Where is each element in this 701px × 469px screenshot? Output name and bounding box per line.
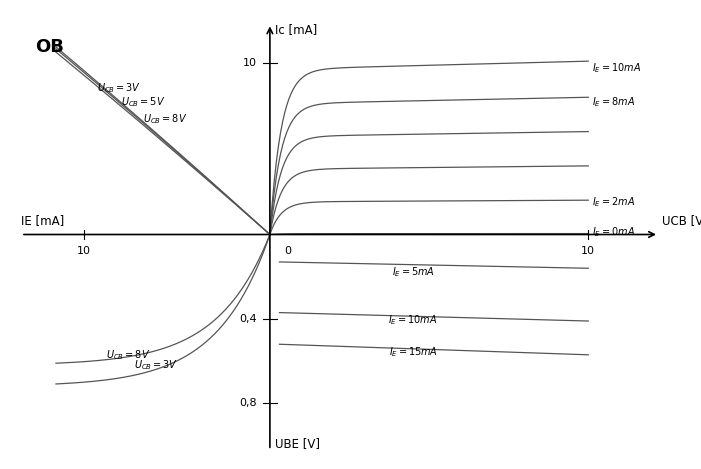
Text: UCB [V]: UCB [V] [662,214,701,227]
Text: 10: 10 [243,58,257,68]
Text: $U_{CB} = 8V$: $U_{CB} = 8V$ [143,113,187,126]
Text: 0,4: 0,4 [240,314,257,324]
Text: 10: 10 [77,246,91,256]
Text: 0,8: 0,8 [240,398,257,408]
Text: $I_E = 15mA$: $I_E = 15mA$ [389,345,437,359]
Text: $U_{CB} = 3V$: $U_{CB} = 3V$ [97,82,141,95]
Text: $U_{CB} = 5V$: $U_{CB} = 5V$ [121,95,165,109]
Text: 10: 10 [581,246,595,256]
Text: OB: OB [35,38,64,55]
Text: 0: 0 [284,246,291,256]
Text: $I_E = 8mA$: $I_E = 8mA$ [592,95,635,109]
Text: $I_E = 10mA$: $I_E = 10mA$ [388,314,438,327]
Text: $I_E = 0mA$: $I_E = 0mA$ [592,226,635,239]
Text: UBE [V]: UBE [V] [275,437,320,450]
Text: $U_{CB} = 8V$: $U_{CB} = 8V$ [106,348,150,362]
Text: $I_E = 10mA$: $I_E = 10mA$ [592,61,641,75]
Text: $I_E = 2mA$: $I_E = 2mA$ [592,195,635,209]
Text: Ic [mA]: Ic [mA] [275,23,318,37]
Text: $U_{CB} = 3V$: $U_{CB} = 3V$ [134,358,178,372]
Text: IE [mA]: IE [mA] [21,214,64,227]
Text: $I_E = 5mA$: $I_E = 5mA$ [392,265,435,279]
